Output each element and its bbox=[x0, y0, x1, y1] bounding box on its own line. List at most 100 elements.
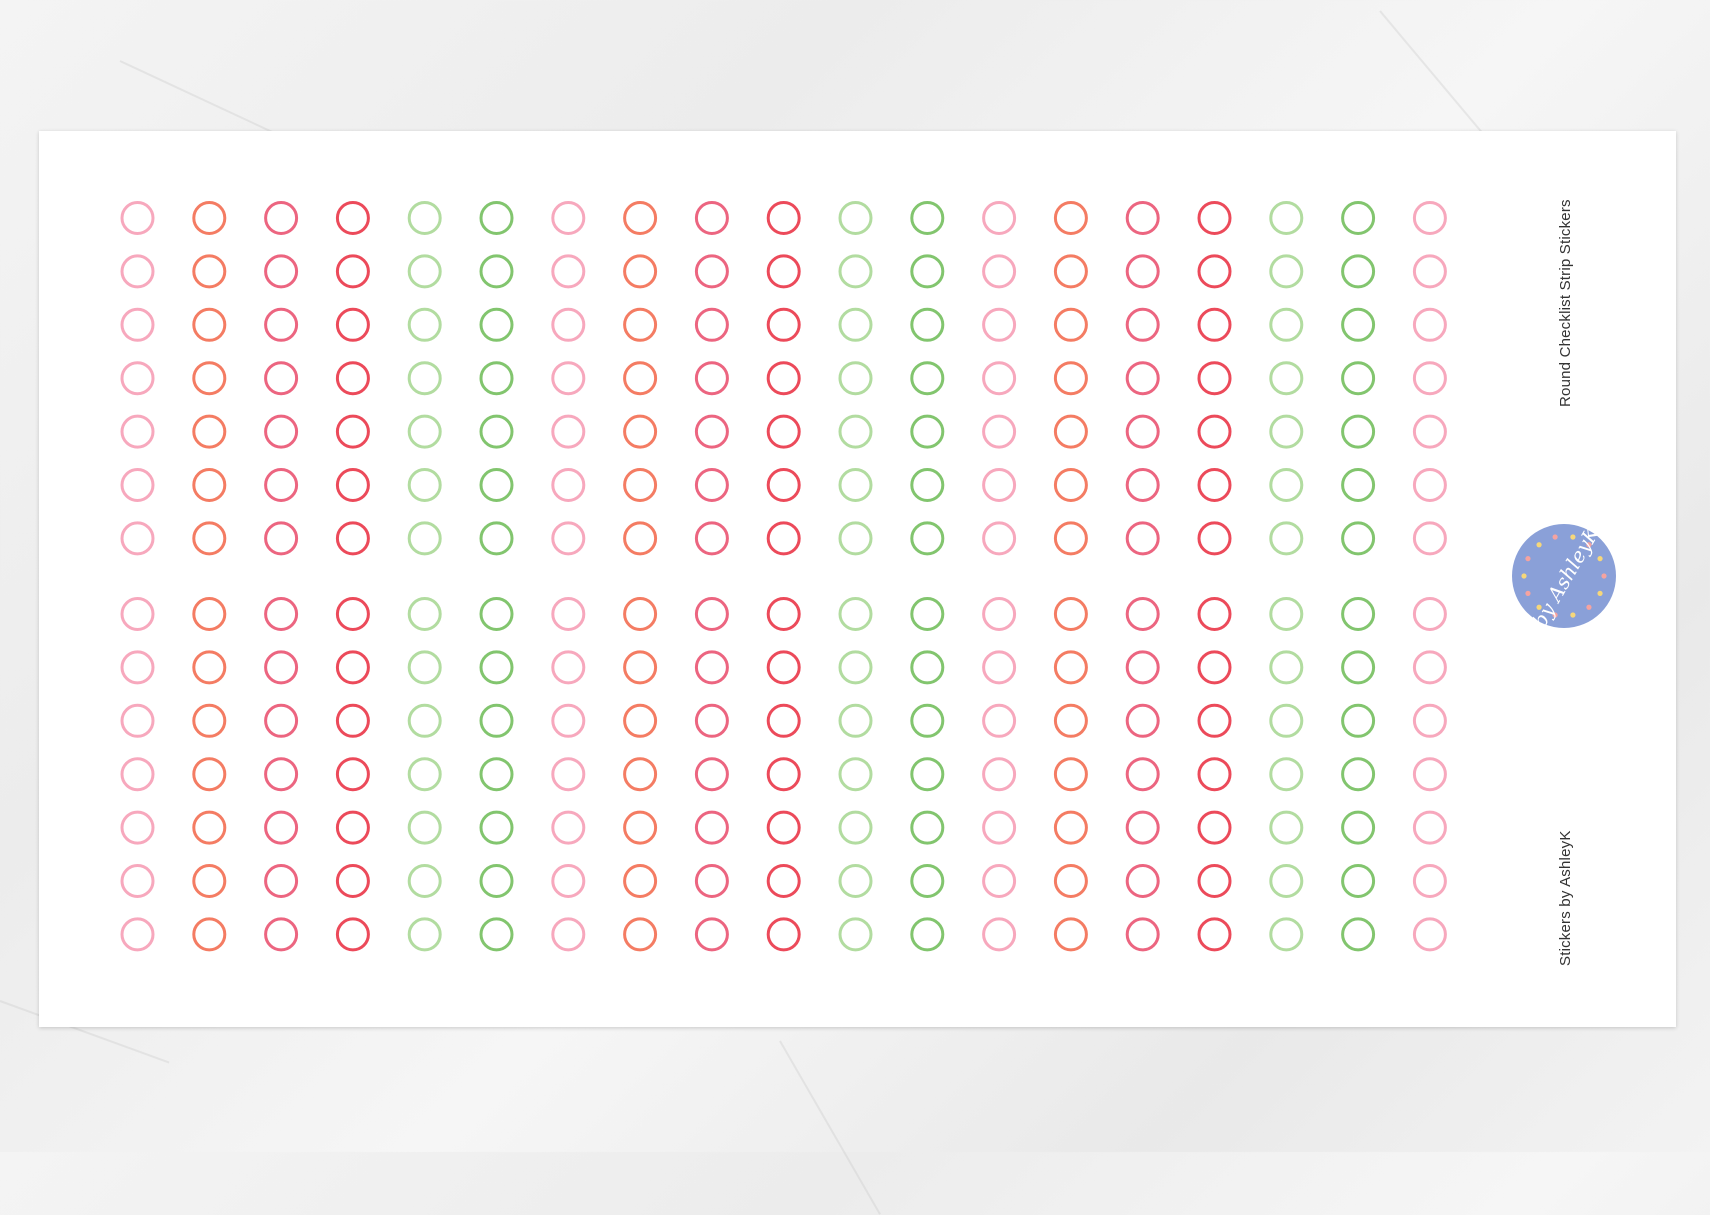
ring-sticker bbox=[694, 361, 729, 396]
ring-sticker bbox=[120, 307, 155, 342]
ring-sticker bbox=[910, 597, 945, 631]
ring-sticker bbox=[120, 361, 155, 396]
ring-sticker bbox=[766, 254, 801, 289]
ring-sticker bbox=[1125, 414, 1160, 449]
ring-sticker bbox=[623, 521, 658, 556]
ring-sticker bbox=[264, 361, 299, 396]
heart-icon bbox=[1570, 612, 1576, 618]
ring-sticker bbox=[766, 521, 801, 556]
ring-sticker bbox=[1053, 917, 1088, 952]
ring-sticker bbox=[551, 521, 586, 556]
ring-sticker bbox=[1341, 597, 1376, 631]
ring-sticker bbox=[551, 703, 586, 738]
ring-sticker bbox=[264, 414, 299, 449]
ring-sticker bbox=[1053, 254, 1088, 289]
ring-sticker bbox=[910, 810, 945, 845]
heart-icon bbox=[1525, 556, 1531, 562]
ring-sticker bbox=[982, 254, 1017, 289]
ring-sticker bbox=[192, 361, 227, 396]
ring-sticker bbox=[1053, 757, 1088, 792]
heart-icon bbox=[1597, 556, 1603, 562]
ring-sticker bbox=[551, 864, 586, 898]
ring-sticker bbox=[1197, 521, 1232, 556]
ring-sticker bbox=[407, 254, 442, 289]
ring-sticker bbox=[479, 757, 514, 792]
ring-sticker bbox=[766, 307, 801, 342]
ring-sticker bbox=[910, 361, 945, 396]
ring-sticker bbox=[1269, 201, 1304, 235]
ring-sticker bbox=[623, 917, 658, 952]
ring-sticker bbox=[479, 810, 514, 845]
ring-sticker bbox=[766, 650, 801, 685]
ring-sticker bbox=[1053, 521, 1088, 556]
ring-sticker bbox=[1269, 864, 1304, 898]
ring-sticker bbox=[838, 650, 873, 685]
ring-sticker bbox=[1125, 650, 1160, 685]
ring-sticker bbox=[335, 361, 370, 396]
ring-sticker bbox=[407, 917, 442, 952]
ring-sticker bbox=[120, 757, 155, 792]
ring-sticker bbox=[264, 468, 299, 502]
ring-sticker bbox=[1412, 650, 1447, 685]
ring-sticker bbox=[1341, 864, 1376, 898]
ring-sticker bbox=[479, 650, 514, 685]
ring-sticker bbox=[982, 521, 1017, 556]
ring-sticker bbox=[1341, 810, 1376, 845]
heart-icon bbox=[1552, 612, 1558, 618]
ring-sticker bbox=[766, 597, 801, 631]
ring-sticker bbox=[766, 757, 801, 792]
ring-sticker bbox=[551, 414, 586, 449]
ring-sticker bbox=[694, 597, 729, 631]
ring-sticker bbox=[335, 414, 370, 449]
ring-sticker bbox=[623, 307, 658, 342]
ring-sticker bbox=[551, 361, 586, 396]
ring-sticker bbox=[910, 414, 945, 449]
ring-sticker bbox=[1053, 307, 1088, 342]
ring-sticker bbox=[1412, 597, 1447, 631]
ring-sticker bbox=[407, 307, 442, 342]
sheet-credit: Stickers by AshleyK bbox=[1557, 830, 1574, 966]
ring-sticker bbox=[1269, 703, 1304, 738]
ring-sticker bbox=[1053, 361, 1088, 396]
ring-sticker bbox=[335, 468, 370, 502]
ring-sticker bbox=[335, 307, 370, 342]
ring-sticker bbox=[479, 917, 514, 952]
ring-sticker bbox=[694, 307, 729, 342]
ring-sticker bbox=[694, 703, 729, 738]
ring-sticker bbox=[910, 917, 945, 952]
ring-sticker bbox=[982, 307, 1017, 342]
ring-sticker bbox=[407, 468, 442, 502]
ring-sticker bbox=[1412, 468, 1447, 502]
ring-sticker bbox=[407, 703, 442, 738]
ring-sticker bbox=[623, 468, 658, 502]
ring-sticker bbox=[838, 917, 873, 952]
ring-sticker bbox=[335, 201, 370, 235]
ring-sticker bbox=[120, 414, 155, 449]
ring-sticker bbox=[1269, 254, 1304, 289]
ring-sticker bbox=[264, 597, 299, 631]
ring-sticker bbox=[335, 254, 370, 289]
ring-sticker bbox=[551, 201, 586, 235]
ring-sticker bbox=[264, 703, 299, 738]
ring-sticker bbox=[407, 414, 442, 449]
ring-sticker bbox=[838, 864, 873, 898]
ring-sticker bbox=[479, 864, 514, 898]
ring-sticker bbox=[1125, 468, 1160, 502]
ring-sticker bbox=[551, 307, 586, 342]
ring-sticker bbox=[982, 201, 1017, 235]
ring-sticker bbox=[264, 757, 299, 792]
ring-sticker bbox=[694, 414, 729, 449]
ring-sticker bbox=[623, 597, 658, 631]
ring-sticker bbox=[623, 650, 658, 685]
ring-sticker bbox=[623, 864, 658, 898]
ring-sticker bbox=[407, 201, 442, 235]
ring-sticker bbox=[120, 703, 155, 738]
ring-sticker bbox=[766, 703, 801, 738]
ring-sticker bbox=[1125, 307, 1160, 342]
ring-sticker bbox=[910, 521, 945, 556]
ring-sticker bbox=[1269, 468, 1304, 502]
ring-sticker bbox=[1125, 521, 1160, 556]
logo-badge bbox=[1512, 524, 1616, 628]
ring-sticker bbox=[982, 468, 1017, 502]
ring-sticker bbox=[1269, 810, 1304, 845]
